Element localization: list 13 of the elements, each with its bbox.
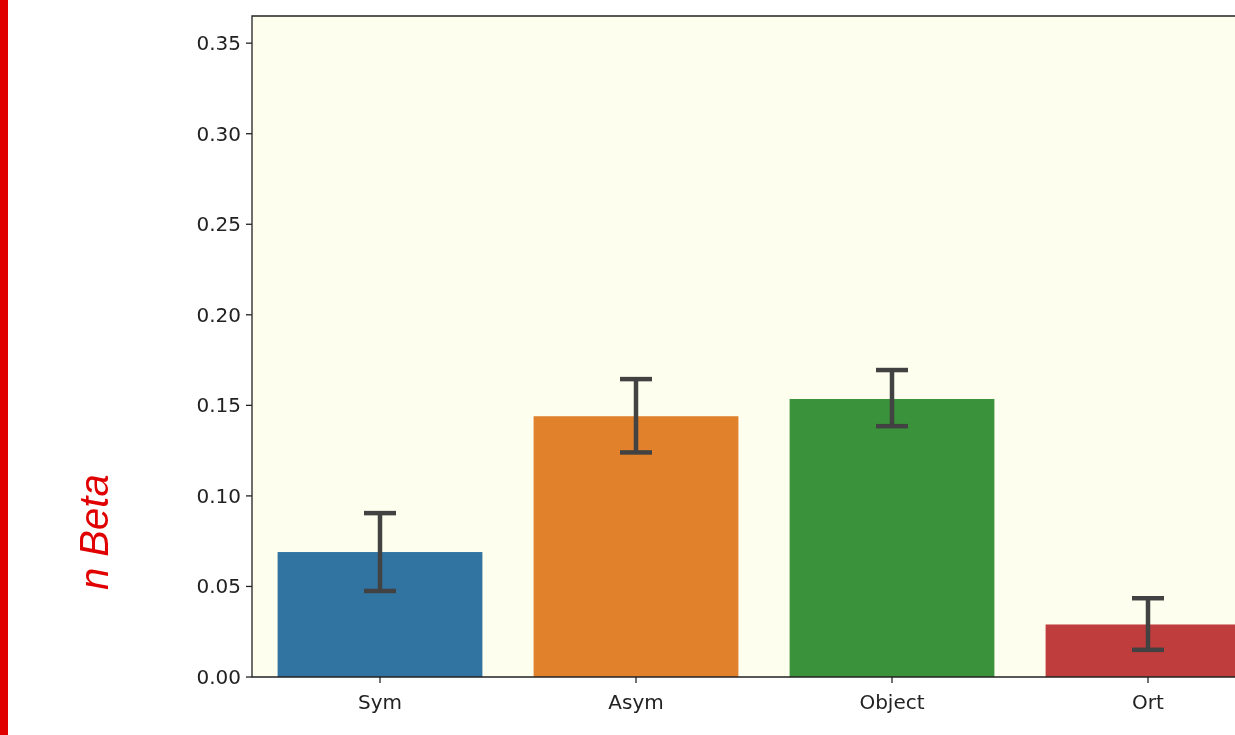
y-axis-title: n Beta [72, 474, 116, 590]
y-tick-label: 0.05 [196, 574, 241, 599]
x-tick-label: Sym [357, 690, 403, 714]
x-tick-label: Object [859, 690, 925, 714]
y-tick-label: 0.35 [196, 31, 241, 56]
y-tick-label: 0.20 [196, 302, 241, 327]
y-tick-label: 0.10 [196, 483, 241, 508]
y-tick-label: 0.15 [196, 393, 241, 418]
y-tick-label: 0.30 [196, 121, 241, 146]
y-tick-label: 0.25 [196, 212, 241, 237]
y-tick-label: 0.00 [196, 665, 241, 689]
x-tick-label: Ort [1132, 690, 1165, 714]
x-tick-label: Asym [608, 690, 664, 714]
